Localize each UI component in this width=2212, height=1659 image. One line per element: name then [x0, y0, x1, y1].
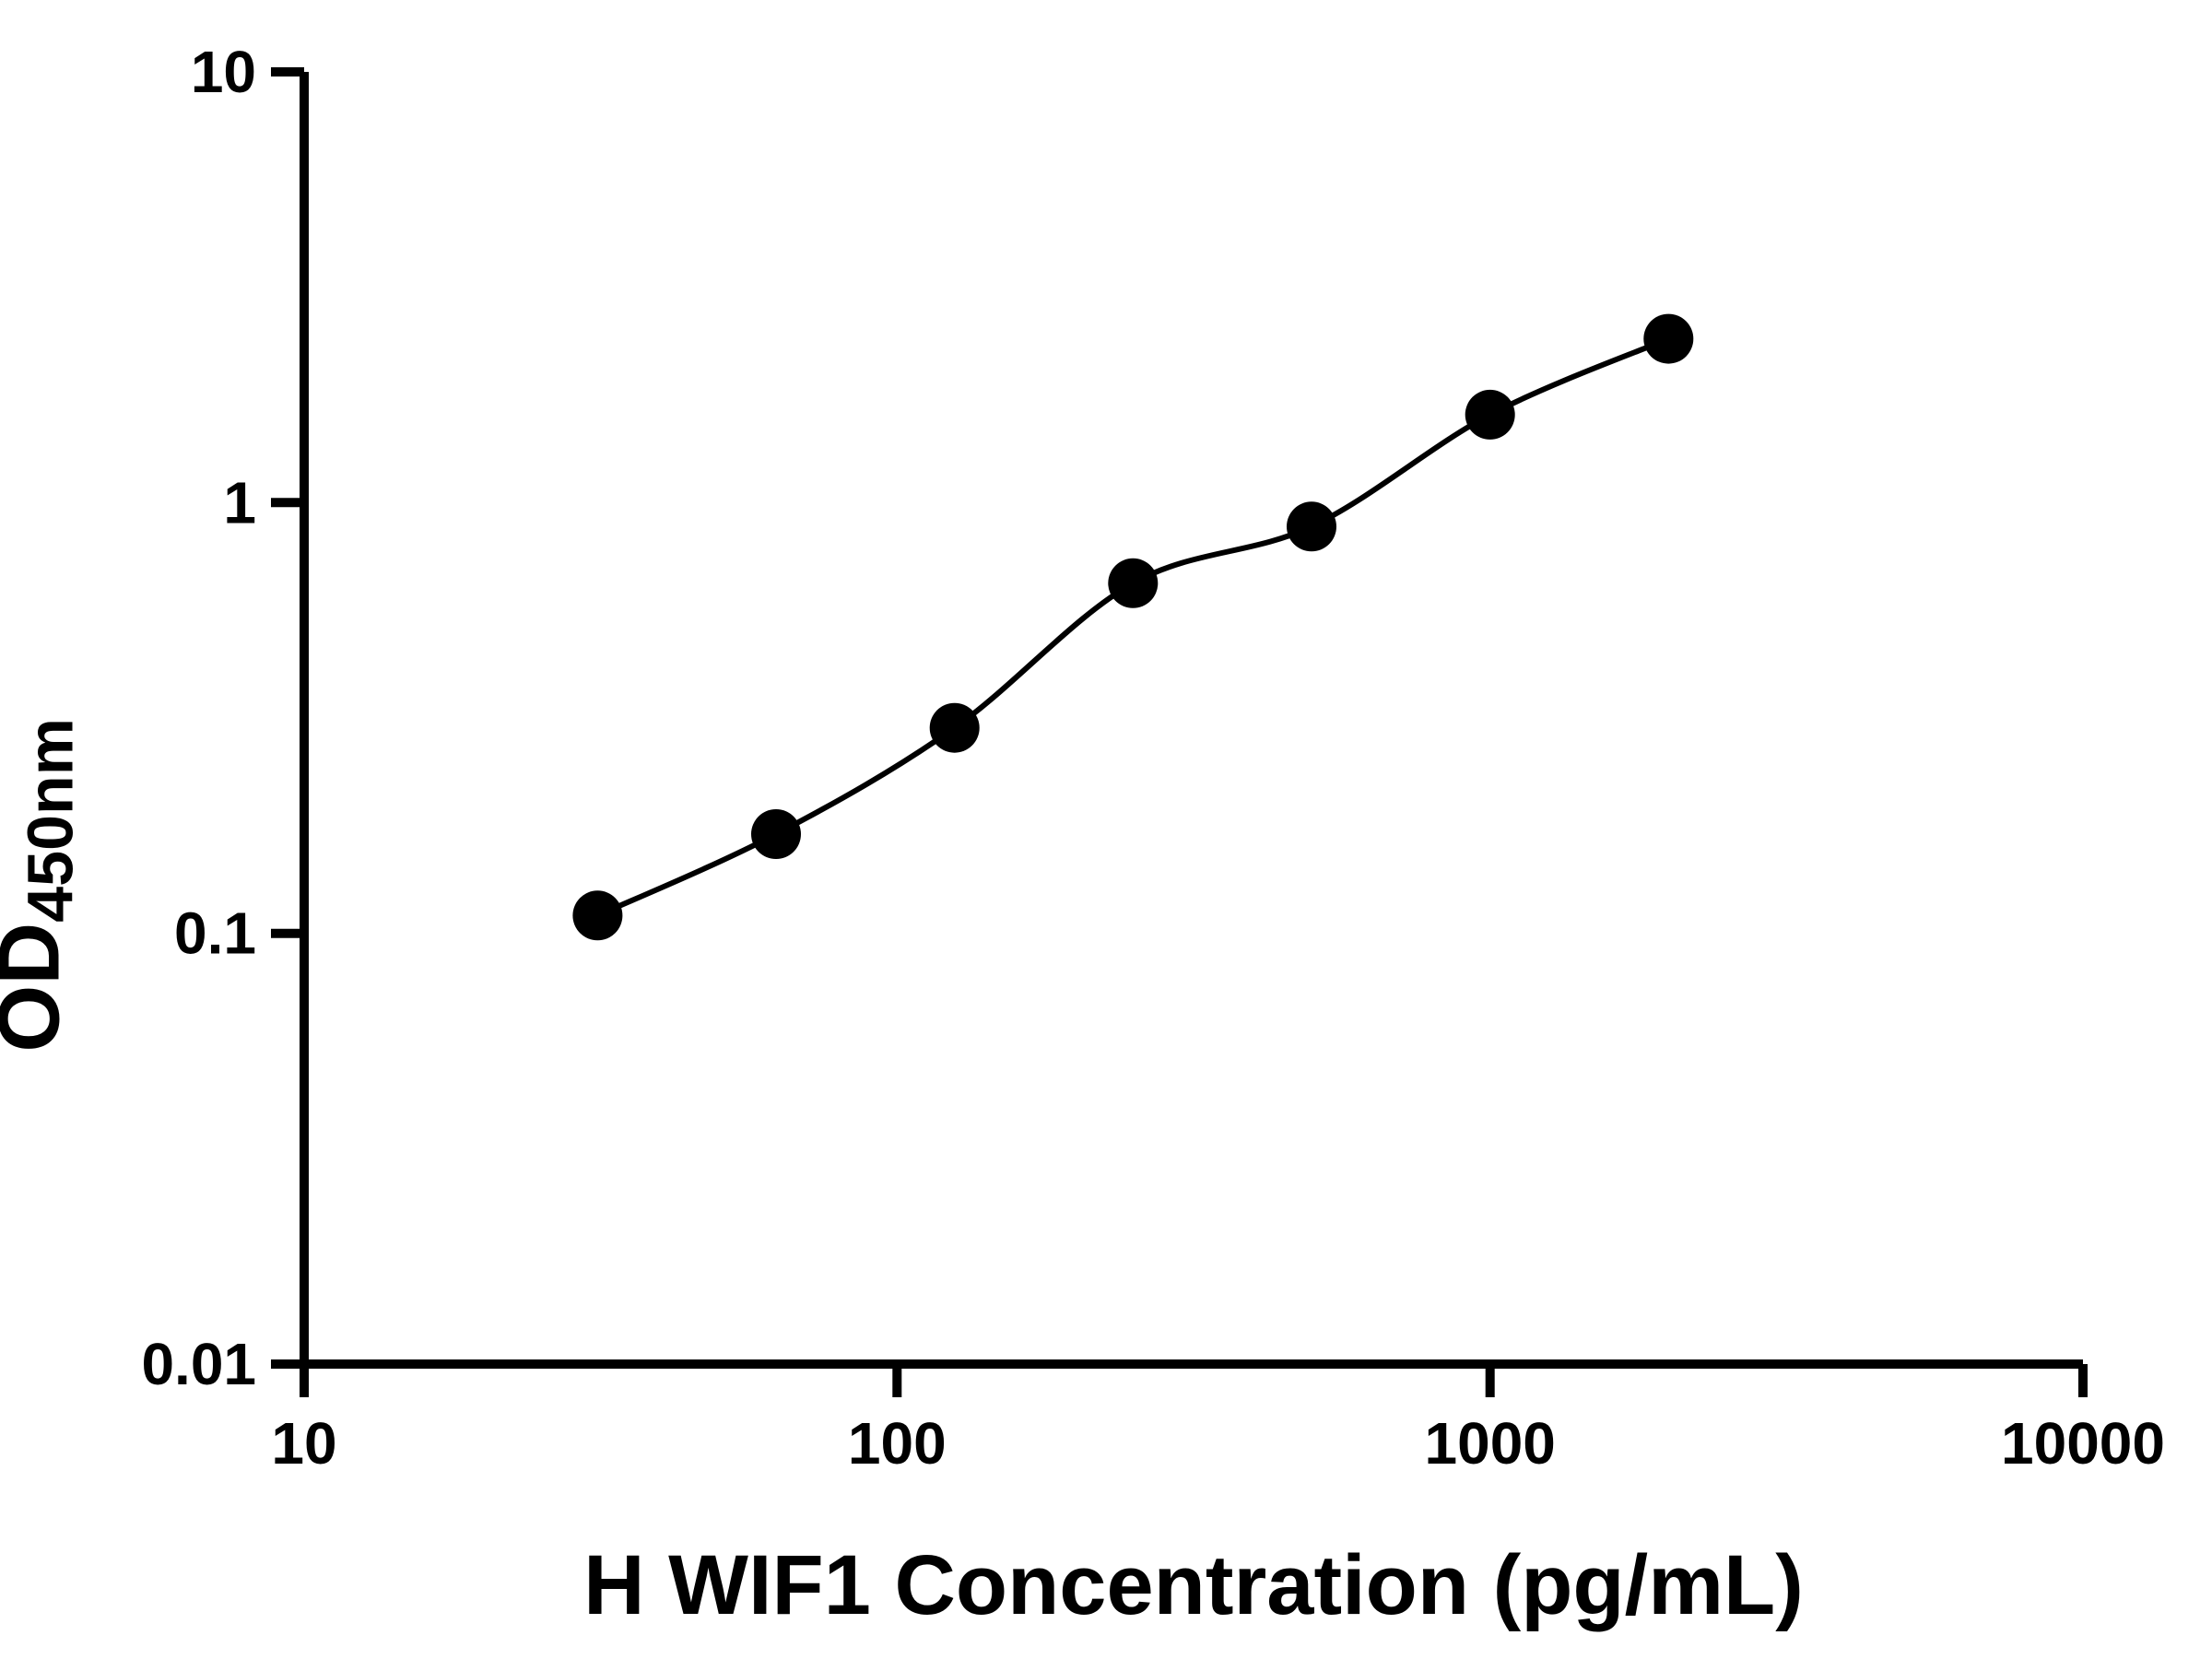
data-point — [751, 809, 801, 859]
data-point — [1108, 558, 1159, 608]
data-point — [1287, 501, 1336, 552]
data-point — [572, 890, 623, 941]
data-point — [1465, 389, 1515, 440]
x-axis-title: H WIF1 Concentration (pg/mL) — [583, 1538, 1804, 1632]
axis-spine — [300, 72, 2083, 1369]
x-tick-label: 100 — [848, 1410, 947, 1477]
x-tick-label: 10000 — [2001, 1410, 2165, 1477]
y-tick-label: 10 — [191, 39, 256, 105]
data-point — [1643, 313, 1694, 364]
x-tick-label: 1000 — [1425, 1410, 1556, 1477]
y-axis-title-subscript: 450nm — [15, 717, 88, 923]
y-tick-label: 1 — [223, 469, 256, 535]
y-tick-label: 0.01 — [141, 1331, 256, 1397]
data-point — [929, 702, 980, 753]
y-axis-title-main: OD — [0, 922, 77, 1053]
y-tick-label: 0.1 — [174, 900, 256, 967]
x-tick-label: 10 — [271, 1410, 336, 1477]
